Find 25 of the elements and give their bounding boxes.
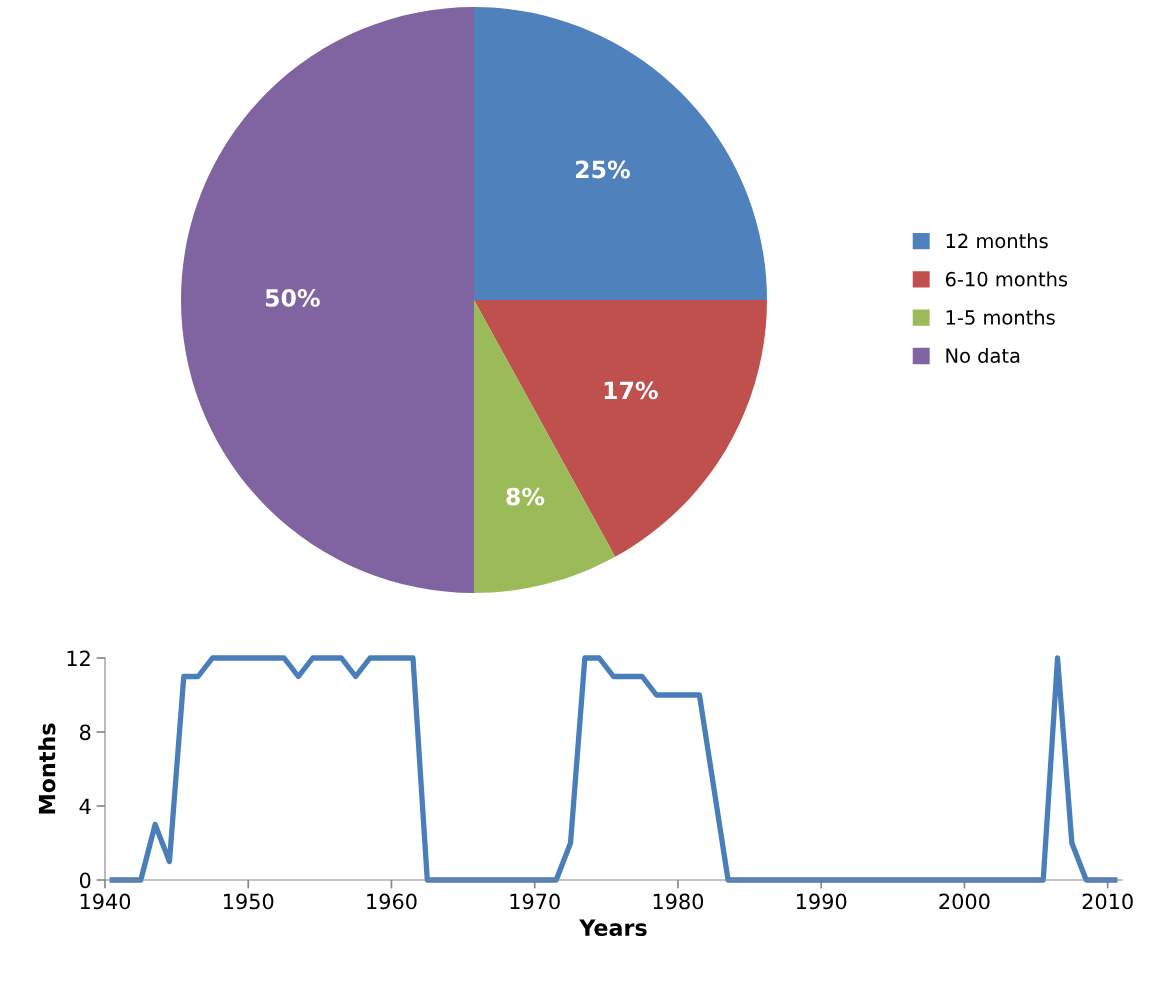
- x-tick-label: 1950: [224, 893, 274, 910]
- x-tick-label: 1990: [796, 893, 847, 910]
- pie-slice: [181, 7, 474, 593]
- x-tick-label: 1960: [367, 893, 417, 910]
- x-axis-title: Years: [579, 919, 647, 937]
- data-label: 25%: [576, 160, 630, 179]
- legend-label: 12 months: [946, 233, 1048, 249]
- legend-label: 6-10 months: [945, 271, 1068, 287]
- x-tick-label: 1970: [510, 893, 560, 910]
- y-tick-label: 12: [67, 650, 90, 666]
- legend-label: No data: [946, 347, 1020, 364]
- y-tick-label: 4: [79, 798, 91, 814]
- x-tick-label: 2010: [1082, 893, 1133, 910]
- x-tick-label: 2000: [939, 893, 990, 910]
- y-axis-title: Months: [38, 723, 56, 814]
- pie-slice: [474, 300, 767, 557]
- y-tick-label: 8: [79, 724, 91, 741]
- x-tick-label: 1980: [653, 893, 704, 910]
- x-tick-label: 1940: [80, 893, 131, 910]
- pie-slice: [474, 7, 767, 300]
- data-label: 17%: [604, 381, 658, 400]
- data-label: 50%: [265, 288, 320, 307]
- data-label: 8%: [506, 487, 545, 506]
- legend-label: 1-5 months: [946, 309, 1055, 325]
- y-tick-label: 0: [79, 872, 91, 889]
